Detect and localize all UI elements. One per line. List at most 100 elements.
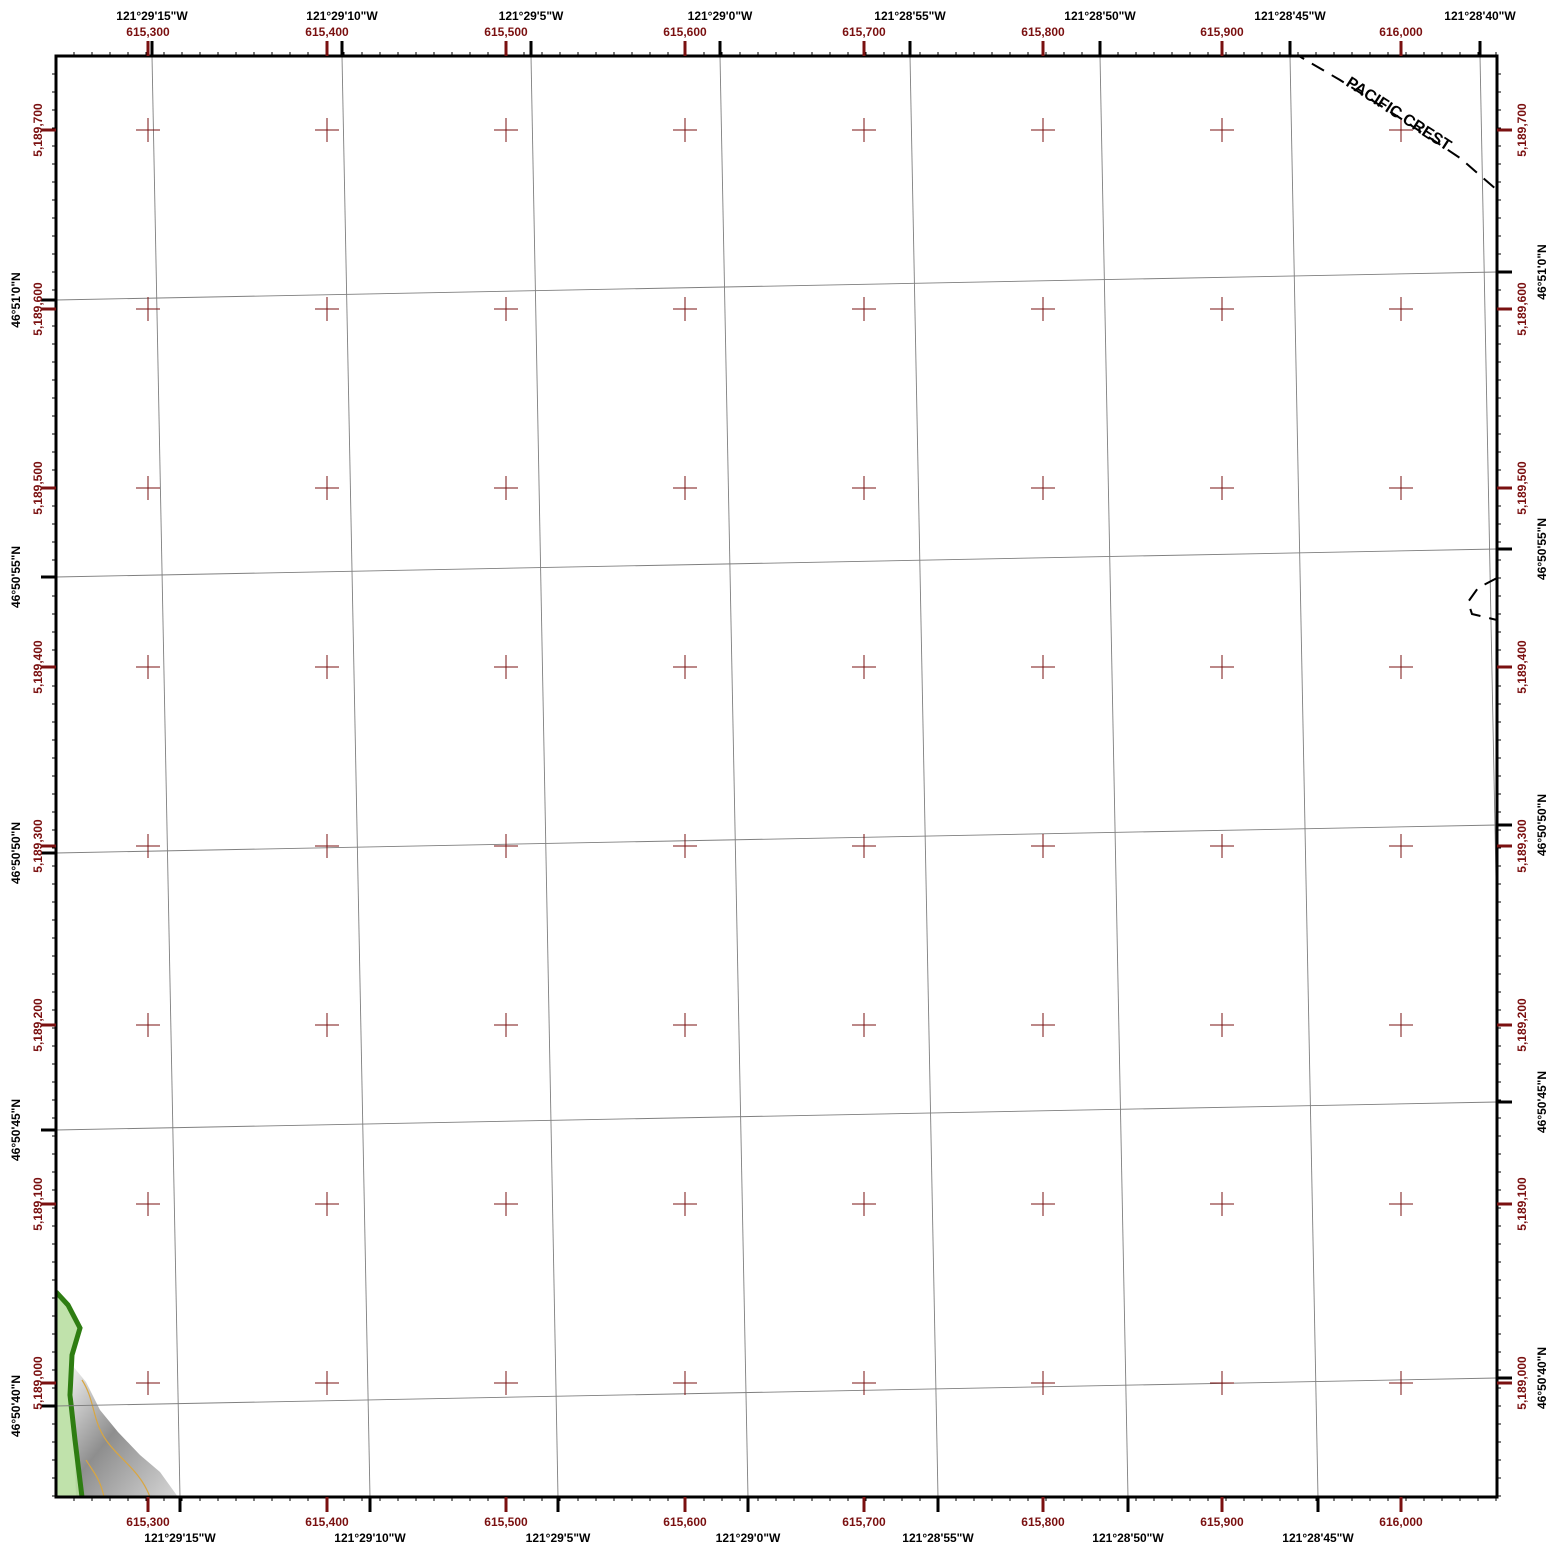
utm-easting-label: 615,600 <box>663 1515 707 1529</box>
utm-northing-label: 5,189,300 <box>31 819 45 873</box>
utm-grid-cross <box>494 118 518 142</box>
longitude-label: 121°29'10"W <box>306 9 378 23</box>
utm-grid-cross <box>494 1371 518 1395</box>
utm-grid-cross <box>1210 476 1234 500</box>
utm-grid-cross <box>1210 297 1234 321</box>
utm-grid-cross <box>136 834 160 858</box>
utm-grid-cross <box>1210 118 1234 142</box>
meridian-line <box>151 56 181 1497</box>
utm-grid-cross <box>1389 834 1413 858</box>
utm-easting-label: 615,300 <box>126 25 170 39</box>
utm-grid-cross <box>852 1013 876 1037</box>
utm-grid-cross <box>852 476 876 500</box>
longitude-label: 121°29'0"W <box>716 1531 781 1545</box>
longitude-label: 121°28'55"W <box>874 9 946 23</box>
utm-grid-cross <box>852 834 876 858</box>
utm-grid-cross <box>315 1192 339 1216</box>
utm-easting-label: 615,900 <box>1200 25 1244 39</box>
utm-easting-label: 615,800 <box>1021 25 1065 39</box>
utm-grid-cross <box>1031 1013 1055 1037</box>
utm-grid-cross <box>673 1371 697 1395</box>
utm-grid-cross <box>1031 118 1055 142</box>
utm-grid-cross <box>1389 1371 1413 1395</box>
utm-grid-cross <box>852 118 876 142</box>
utm-grid-cross <box>1031 297 1055 321</box>
utm-grid-cross <box>1389 476 1413 500</box>
utm-grid-cross <box>852 1192 876 1216</box>
utm-grid-cross <box>673 297 697 321</box>
utm-grid-cross <box>315 834 339 858</box>
frame-ticks <box>41 41 1512 1512</box>
utm-northing-label: 5,189,000 <box>31 1356 45 1410</box>
utm-grid-cross <box>852 1371 876 1395</box>
longitude-label: 121°29'5"W <box>499 9 564 23</box>
longitude-label: 121°28'40"W <box>1444 9 1516 23</box>
utm-grid-cross <box>1031 1192 1055 1216</box>
utm-grid-cross <box>673 1192 697 1216</box>
meridian-line <box>1289 56 1319 1497</box>
parallel-line <box>56 1377 1497 1407</box>
utm-grid-cross <box>494 1192 518 1216</box>
utm-grid-cross <box>1210 834 1234 858</box>
utm-grid-cross <box>852 297 876 321</box>
parallel-line <box>56 824 1497 854</box>
trail-line <box>1466 577 1497 621</box>
utm-grid-cross <box>1210 1371 1234 1395</box>
contour-line <box>81 1379 151 1497</box>
utm-grid-cross <box>315 655 339 679</box>
utm-northing-label: 5,189,200 <box>1515 998 1529 1052</box>
longitude-label: 121°29'15"W <box>116 9 188 23</box>
meridian-line <box>909 56 939 1497</box>
utm-grid-cross <box>673 476 697 500</box>
meridian-line <box>1479 56 1497 955</box>
utm-northing-label: 5,189,100 <box>1515 1177 1529 1231</box>
longitude-label: 121°28'45"W <box>1254 9 1326 23</box>
utm-easting-label: 615,500 <box>484 25 528 39</box>
utm-easting-label: 615,900 <box>1200 1515 1244 1529</box>
utm-northing-label: 5,189,100 <box>31 1177 45 1231</box>
utm-grid-cross <box>1389 1192 1413 1216</box>
utm-easting-label: 615,400 <box>305 25 349 39</box>
utm-northing-label: 5,189,500 <box>31 461 45 515</box>
meridian-line <box>530 56 559 1497</box>
utm-grid-cross <box>315 118 339 142</box>
meridian-line <box>719 56 749 1497</box>
utm-grid-cross <box>136 1013 160 1037</box>
pacific-crest-trail <box>1296 56 1497 621</box>
boundary-line <box>56 1290 85 1497</box>
utm-grid-cross <box>1210 655 1234 679</box>
longitude-label: 121°29'5"W <box>526 1531 591 1545</box>
meridian-line <box>1099 56 1129 1497</box>
coordinate-labels: 615,300 615,300 615,400 615,400 615,500 615,5… <box>9 9 1549 1545</box>
utm-grid-cross <box>315 476 339 500</box>
utm-easting-label: 615,600 <box>663 25 707 39</box>
utm-easting-label: 616,000 <box>1379 25 1423 39</box>
utm-easting-label: 615,400 <box>305 1515 349 1529</box>
utm-grid-cross <box>315 297 339 321</box>
hillshade-terrain <box>72 1365 178 1497</box>
longitude-label: 121°28'55"W <box>902 1531 974 1545</box>
utm-northing-label: 5,189,600 <box>1515 282 1529 336</box>
utm-grid-cross <box>1031 1371 1055 1395</box>
utm-northing-label: 5,189,400 <box>1515 640 1529 694</box>
utm-easting-label: 615,700 <box>842 1515 886 1529</box>
longitude-label: 121°29'10"W <box>334 1531 406 1545</box>
utm-grid-cross <box>673 1013 697 1037</box>
latitude-label: 46°51'0"N <box>9 272 23 327</box>
longitude-label: 121°29'0"W <box>688 9 753 23</box>
utm-grid-cross <box>136 1371 160 1395</box>
utm-grid-cross <box>1389 297 1413 321</box>
utm-grid-cross <box>1210 1192 1234 1216</box>
utm-northing-label: 5,189,700 <box>1515 103 1529 157</box>
latitude-label: 46°50'50"N <box>9 822 23 884</box>
latitude-label: 46°51'0"N <box>1535 244 1549 299</box>
utm-grid-cross <box>136 476 160 500</box>
utm-grid-cross <box>136 655 160 679</box>
utm-grid-cross <box>315 1371 339 1395</box>
latitude-label: 46°50'40"N <box>9 1375 23 1437</box>
utm-grid-cross <box>494 834 518 858</box>
utm-grid-cross <box>136 118 160 142</box>
utm-grid-cross <box>494 297 518 321</box>
